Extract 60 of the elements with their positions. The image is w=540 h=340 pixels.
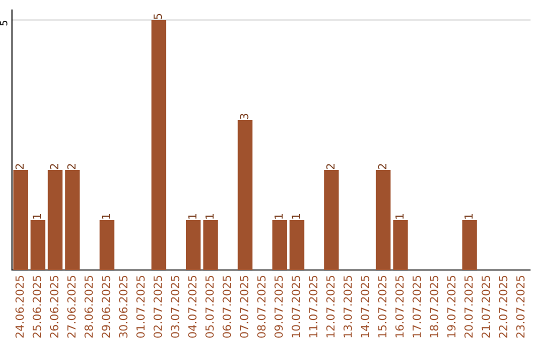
x-tick-label: 15.07.2025	[378, 276, 386, 338]
x-tick-label: 02.07.2025	[154, 276, 162, 338]
x-tick-label: 19.07.2025	[447, 276, 456, 338]
x-tick-label: 12.07.2025	[326, 276, 335, 338]
data-label: 1	[102, 214, 110, 219]
x-tick-label: 11.07.2025	[308, 276, 318, 338]
x-tick-label: 09.07.2025	[274, 276, 283, 338]
data-label: 1	[206, 214, 214, 219]
x-tick-label: 05.07.2025	[205, 276, 214, 338]
x-tick-label: 25.06.2025	[32, 276, 42, 338]
x-tick-label: 17.07.2025	[412, 276, 421, 338]
data-label: 5	[154, 14, 162, 20]
x-tick-label: 18.07.2025	[430, 276, 438, 338]
x-tick-label: 13.07.2025	[344, 276, 352, 338]
x-tick-label: 16.07.2025	[395, 276, 404, 338]
data-label: 1	[292, 214, 300, 219]
data-label: 2	[326, 164, 334, 170]
x-tick-label: 26.06.2025	[50, 276, 58, 338]
data-label: 2	[378, 164, 386, 170]
bar	[151, 20, 166, 270]
x-tick-label: 23.07.2025	[516, 276, 525, 338]
x-tick-label: 04.07.2025	[188, 276, 197, 338]
bar	[30, 220, 46, 270]
bar	[272, 220, 287, 270]
x-tick-label: 06.07.2025	[222, 276, 232, 338]
bar	[290, 220, 304, 270]
bar	[48, 170, 63, 270]
bar	[13, 170, 28, 270]
x-tick-label: 30.06.2025	[119, 276, 128, 338]
bar	[203, 220, 218, 270]
data-label: 2	[50, 164, 58, 170]
x-tick-label: 01.07.2025	[136, 276, 145, 338]
bar	[238, 120, 252, 270]
data-label: 1	[464, 214, 473, 219]
data-label: 3	[240, 114, 248, 120]
x-tick-label: 28.06.2025	[84, 276, 93, 338]
data-label: 2	[67, 164, 76, 170]
x-tick-label: 27.06.2025	[67, 276, 76, 338]
x-tick-label: 20.07.2025	[464, 276, 473, 338]
bar	[100, 220, 114, 270]
data-label: 1	[395, 214, 404, 219]
bar	[186, 220, 201, 270]
x-tick-label: 08.07.2025	[257, 276, 266, 338]
bar	[462, 220, 477, 270]
x-tick-label: 22.07.2025	[498, 276, 508, 338]
x-tick-label: 10.07.2025	[292, 276, 300, 338]
bar	[65, 170, 80, 270]
bar	[324, 170, 339, 270]
data-label: 1	[32, 214, 41, 219]
x-tick-label: 29.06.2025	[102, 276, 110, 338]
data-label: 2	[15, 164, 24, 170]
x-tick-label: 24.06.2025	[15, 276, 24, 338]
x-tick-label: 21.07.2025	[482, 276, 490, 338]
data-label: 1	[274, 214, 283, 219]
data-label: 1	[188, 214, 196, 219]
x-tick-label: 14.07.2025	[360, 276, 370, 338]
bar	[393, 220, 408, 270]
bar	[376, 170, 391, 270]
x-tick-label: 07.07.2025	[240, 276, 248, 338]
x-tick-label: 03.07.2025	[170, 276, 180, 338]
